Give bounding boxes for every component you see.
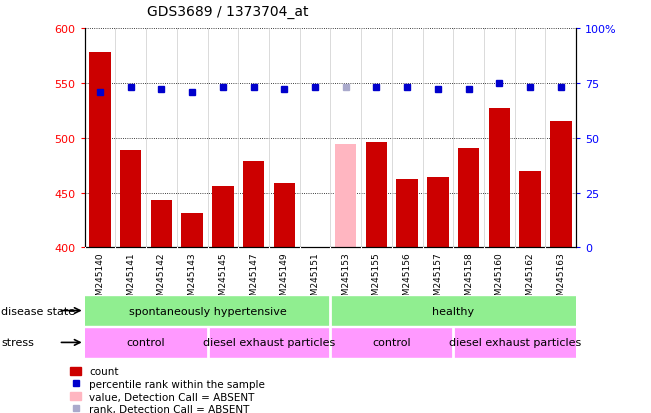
- Bar: [519, 171, 541, 248]
- Bar: [489, 109, 510, 248]
- Text: spontaneously hypertensive: spontaneously hypertensive: [129, 306, 286, 316]
- Text: disease state: disease state: [1, 306, 76, 316]
- Bar: [120, 150, 141, 248]
- Text: GSM245160: GSM245160: [495, 252, 504, 306]
- Bar: [182, 214, 203, 248]
- Bar: [366, 143, 387, 248]
- Bar: [85, 327, 208, 358]
- Text: GSM245158: GSM245158: [464, 252, 473, 306]
- Text: GSM245151: GSM245151: [311, 252, 320, 306]
- Bar: [208, 327, 331, 358]
- Text: GSM245162: GSM245162: [525, 252, 534, 306]
- Text: GSM245156: GSM245156: [403, 252, 411, 306]
- Text: GSM245157: GSM245157: [434, 252, 443, 306]
- Bar: [396, 180, 418, 248]
- Text: control: control: [127, 337, 165, 348]
- Bar: [150, 201, 172, 248]
- Text: diesel exhaust particles: diesel exhaust particles: [203, 337, 335, 348]
- Bar: [458, 148, 479, 248]
- Bar: [85, 295, 330, 326]
- Text: GSM245153: GSM245153: [341, 252, 350, 306]
- Text: GSM245143: GSM245143: [187, 252, 197, 306]
- Text: stress: stress: [1, 337, 34, 348]
- Bar: [453, 327, 576, 358]
- Text: control: control: [372, 337, 411, 348]
- Legend: count, percentile rank within the sample, value, Detection Call = ABSENT, rank, : count, percentile rank within the sample…: [70, 367, 265, 413]
- Text: GSM245163: GSM245163: [556, 252, 565, 306]
- Bar: [330, 327, 453, 358]
- Bar: [330, 295, 576, 326]
- Bar: [243, 161, 264, 248]
- Text: GDS3689 / 1373704_at: GDS3689 / 1373704_at: [147, 5, 309, 19]
- Bar: [335, 145, 357, 248]
- Text: GSM245147: GSM245147: [249, 252, 258, 306]
- Text: GSM245145: GSM245145: [218, 252, 227, 306]
- Text: GSM245149: GSM245149: [280, 252, 289, 306]
- Bar: [89, 53, 111, 248]
- Text: GSM245142: GSM245142: [157, 252, 166, 306]
- Bar: [212, 187, 234, 248]
- Text: GSM245140: GSM245140: [96, 252, 105, 306]
- Bar: [427, 178, 449, 248]
- Text: GSM245155: GSM245155: [372, 252, 381, 306]
- Bar: [550, 122, 572, 248]
- Text: healthy: healthy: [432, 306, 475, 316]
- Text: GSM245141: GSM245141: [126, 252, 135, 306]
- Bar: [273, 183, 295, 248]
- Text: diesel exhaust particles: diesel exhaust particles: [449, 337, 581, 348]
